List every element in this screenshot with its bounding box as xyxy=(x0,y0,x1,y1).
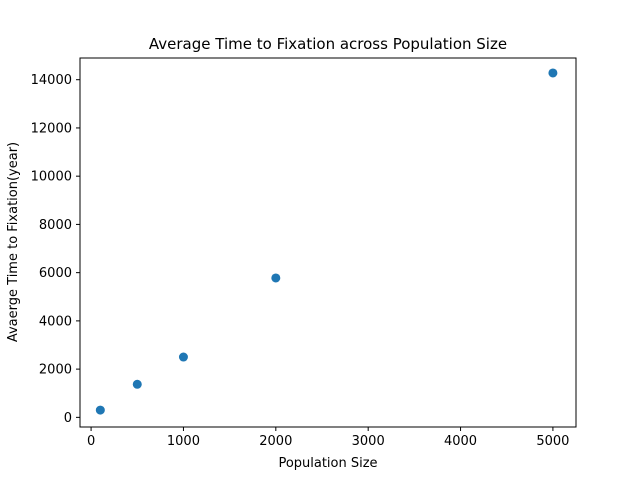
data-points xyxy=(95,68,558,415)
y-tick-label: 4000 xyxy=(39,314,72,329)
x-tick-label: 5000 xyxy=(536,434,569,449)
y-tick-label: 12000 xyxy=(31,121,72,136)
data-point xyxy=(548,68,558,78)
y-axis: 0 2000 4000 6000 8000 10000 12000 14000 xyxy=(31,73,80,426)
x-tick-label: 0 xyxy=(87,434,95,449)
data-point xyxy=(132,379,142,389)
y-tick-label: 2000 xyxy=(39,363,72,378)
y-tick-label: 0 xyxy=(64,411,72,426)
data-point xyxy=(95,405,105,415)
x-axis-label: Population Size xyxy=(278,456,377,471)
x-axis: 0 1000 2000 3000 4000 5000 xyxy=(87,427,569,449)
y-tick-label: 8000 xyxy=(39,218,72,233)
x-tick-label: 1000 xyxy=(167,434,200,449)
x-tick-label: 3000 xyxy=(352,434,385,449)
y-tick-label: 6000 xyxy=(39,266,72,281)
data-point xyxy=(271,273,281,283)
x-tick-label: 4000 xyxy=(444,434,477,449)
x-tick-label: 2000 xyxy=(259,434,292,449)
y-tick-label: 14000 xyxy=(31,73,72,88)
plot-area-frame xyxy=(79,57,577,428)
data-point xyxy=(178,352,188,362)
chart-title: Average Time to Fixation across Populati… xyxy=(149,35,507,53)
y-tick-label: 10000 xyxy=(31,170,72,185)
y-axis-label: Avaerge Time to Fixation(year) xyxy=(6,142,21,342)
